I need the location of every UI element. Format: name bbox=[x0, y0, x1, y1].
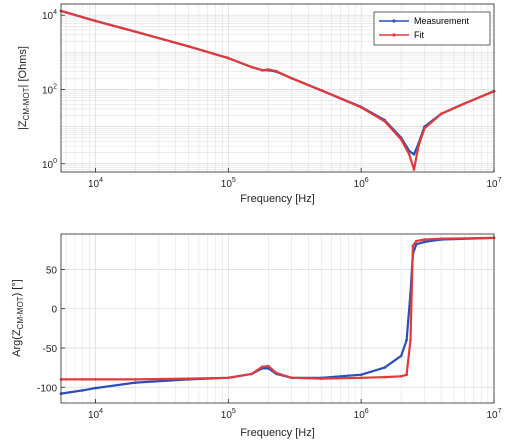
data-point-fit bbox=[250, 372, 253, 376]
data-point-fit bbox=[250, 65, 253, 69]
axes-box bbox=[60, 233, 495, 404]
data-point-measurement bbox=[399, 354, 403, 358]
data-point-fit bbox=[94, 378, 97, 381]
data-point-fit bbox=[275, 371, 278, 375]
grid bbox=[61, 3, 495, 173]
x-tick-label: 104 bbox=[88, 177, 103, 190]
x-tick-label: 106 bbox=[354, 177, 369, 190]
y-tick-label: 50 bbox=[46, 265, 58, 276]
data-point-fit bbox=[412, 168, 416, 171]
axes-box bbox=[60, 3, 495, 173]
data-point-measurement bbox=[134, 381, 137, 384]
x-tick-label: 104 bbox=[88, 408, 103, 421]
x-tick-label: 106 bbox=[354, 408, 369, 421]
plot-area bbox=[61, 234, 494, 403]
data-point-fit bbox=[227, 376, 230, 380]
y-tick-label: -100 bbox=[37, 383, 57, 394]
data-point-fit bbox=[423, 127, 426, 130]
grid bbox=[61, 234, 495, 403]
data-point-fit bbox=[134, 30, 137, 33]
data-point-fit bbox=[267, 68, 270, 71]
data-point-fit bbox=[383, 119, 386, 123]
data-point-fit bbox=[399, 138, 403, 141]
x-axis-label: Frequency [Hz] bbox=[240, 427, 315, 439]
data-point-measurement bbox=[423, 240, 426, 244]
data-point-fit bbox=[359, 106, 363, 109]
data-point-fit bbox=[417, 144, 420, 148]
data-point-fit bbox=[359, 376, 363, 380]
x-tick-label: 107 bbox=[486, 408, 501, 421]
data-point-fit bbox=[260, 365, 264, 369]
series-line-fit bbox=[59, 236, 496, 381]
x-axis-label: Frequency [Hz] bbox=[240, 193, 315, 205]
data-point-fit bbox=[319, 377, 323, 380]
data-point-fit bbox=[439, 237, 443, 240]
data-point-fit bbox=[383, 375, 386, 379]
x-tick-label: 107 bbox=[486, 177, 501, 190]
data-point-fit bbox=[409, 338, 412, 342]
tick-labels: 104 105 106 107 -100 -50 0 50 bbox=[37, 265, 502, 421]
data-point-fit bbox=[81, 378, 84, 381]
data-point-fit bbox=[187, 377, 190, 380]
data-point-fit bbox=[260, 68, 264, 72]
legend: Measurement Fit bbox=[373, 11, 491, 46]
data-point-fit bbox=[267, 364, 270, 368]
data-point-fit bbox=[439, 112, 443, 116]
data-point-fit bbox=[399, 375, 403, 378]
data-point-fit bbox=[423, 238, 426, 241]
data-point-fit bbox=[411, 244, 415, 248]
data-point-measurement bbox=[94, 386, 97, 390]
data-point-fit bbox=[405, 373, 408, 377]
tick-labels: 104 105 106 107 100 102 104 bbox=[42, 9, 502, 190]
series-group bbox=[59, 9, 496, 171]
data-point-fit bbox=[415, 239, 418, 243]
data-point-fit bbox=[319, 89, 323, 92]
data-point-fit bbox=[227, 56, 230, 60]
y-axis-label: |ZCM-MOT| [Ohms] bbox=[17, 46, 31, 130]
data-point-fit bbox=[463, 102, 466, 105]
data-point-fit bbox=[187, 45, 190, 48]
legend-measurement-label: Measurement bbox=[414, 16, 470, 26]
data-point-fit bbox=[275, 69, 278, 73]
y-tick-label: 104 bbox=[42, 9, 57, 22]
y-axis-label: Arg(ZCM-MOT) [°] bbox=[11, 279, 25, 357]
y-tick-label: 0 bbox=[51, 305, 57, 316]
data-point-measurement bbox=[405, 338, 408, 342]
series-group bbox=[59, 236, 496, 395]
y-tick-label: 100 bbox=[42, 158, 57, 171]
data-point-measurement bbox=[359, 373, 363, 377]
y-tick-label: -50 bbox=[43, 344, 58, 355]
data-point-fit bbox=[134, 378, 137, 381]
data-point-fit bbox=[290, 77, 294, 80]
legend-fit-marker bbox=[392, 33, 396, 37]
x-tick-label: 105 bbox=[221, 177, 236, 190]
legend-measurement-marker bbox=[392, 19, 396, 23]
x-tick-label: 105 bbox=[221, 408, 236, 421]
phase-chart: 104 105 106 107 -100 -50 0 50 Frequency [Hz] Ar… bbox=[11, 233, 502, 439]
data-point-measurement bbox=[412, 153, 416, 156]
y-tick-label: 102 bbox=[42, 83, 57, 96]
magnitude-chart: 104 105 106 107 100 102 104 Frequency [Hz] |ZC… bbox=[17, 3, 502, 205]
data-point-fit bbox=[290, 376, 294, 380]
legend-fit-label: Fit bbox=[414, 30, 424, 40]
data-point-measurement bbox=[81, 389, 84, 392]
legend-box bbox=[373, 11, 491, 46]
data-point-measurement bbox=[383, 366, 386, 369]
data-point-fit bbox=[94, 19, 97, 23]
data-point-fit bbox=[407, 153, 411, 156]
